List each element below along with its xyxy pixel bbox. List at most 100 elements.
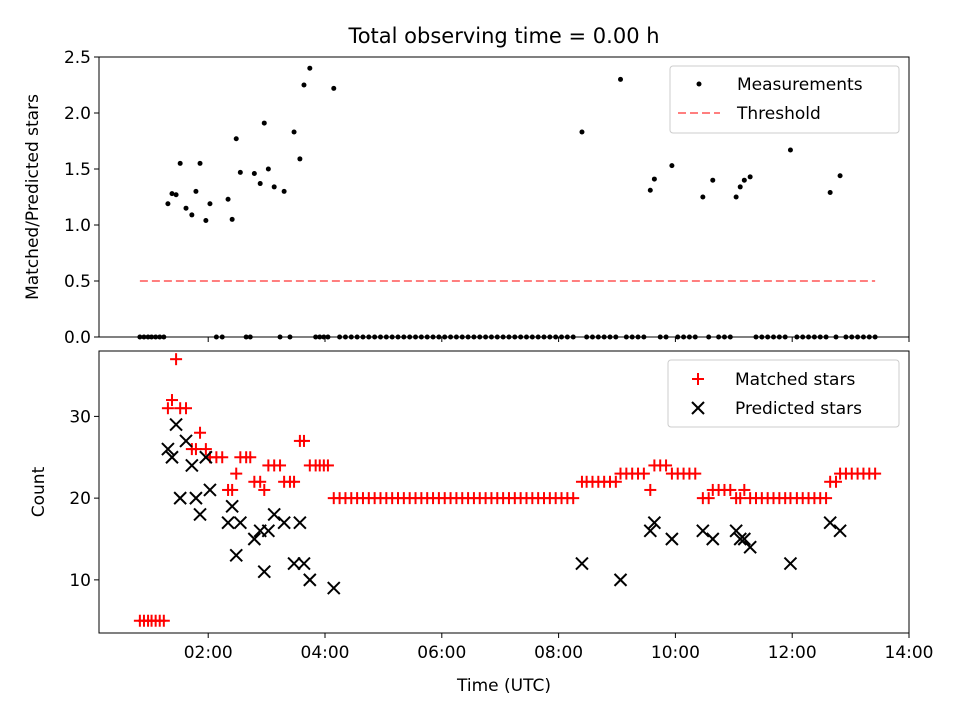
bottom-legend: Matched stars Predicted stars xyxy=(667,359,900,428)
predicted-point-22 xyxy=(297,556,311,571)
legend-predicted-marker xyxy=(691,401,705,415)
predicted-point-36 xyxy=(783,556,798,571)
x-tick-label-3: 08:00 xyxy=(534,643,583,663)
legend-threshold-label: Threshold xyxy=(736,104,821,124)
predicted-point-19 xyxy=(277,515,291,530)
measurement-point-10 xyxy=(177,160,183,166)
measurement-point-20 xyxy=(229,216,235,222)
measurement-point-12 xyxy=(189,212,195,218)
predicted-point-18 xyxy=(267,507,281,522)
matched-point-33 xyxy=(288,475,301,488)
predicted-point-1 xyxy=(165,450,179,464)
predicted-point-8 xyxy=(199,450,213,464)
measurement-point-21 xyxy=(233,136,239,142)
predicted-point-21 xyxy=(293,515,307,530)
predicted-point-10 xyxy=(221,515,235,530)
matched-point-8 xyxy=(165,394,178,407)
bottom-axes-frame xyxy=(98,350,910,634)
measurement-point-26 xyxy=(257,181,263,187)
measurement-point-83 xyxy=(579,129,585,135)
predicted-point-0 xyxy=(161,442,175,456)
matched-point-35 xyxy=(297,434,310,447)
x-tick-label-2: 06:00 xyxy=(417,643,466,663)
measurement-point-95 xyxy=(647,187,653,193)
matched-point-95 xyxy=(644,483,657,496)
predicted-point-11 xyxy=(225,499,239,514)
measurement-point-19 xyxy=(225,196,231,202)
top-y-ticks: 0.0 0.5 1.0 1.5 2.0 2.5 xyxy=(64,48,99,348)
bottom-plot-area xyxy=(133,353,882,627)
measurement-point-36 xyxy=(307,65,313,71)
top-y-tick-label-5: 2.5 xyxy=(64,48,91,68)
matched-point-11 xyxy=(180,402,193,415)
measurement-point-129 xyxy=(837,173,843,179)
matched-point-7 xyxy=(161,402,174,415)
top-panel: 0.0 0.5 1.0 1.5 2.0 2.5 Matched/Predicted sta… xyxy=(23,48,910,348)
top-legend-box xyxy=(669,65,900,134)
x-tick-label-0: 02:00 xyxy=(184,643,233,663)
measurement-point-99 xyxy=(669,163,675,169)
legend-predicted-label: Predicted stars xyxy=(735,399,862,419)
measurement-point-27 xyxy=(261,120,267,126)
predicted-point-6 xyxy=(189,491,203,505)
predicted-point-4 xyxy=(179,434,193,448)
legend-matched-label: Matched stars xyxy=(735,370,855,390)
top-y-tick-label-2: 1.0 xyxy=(64,216,91,236)
x-tick-label-6: 14:00 xyxy=(885,643,934,663)
x-tick-label-4: 10:00 xyxy=(651,643,700,663)
predicted-point-7 xyxy=(193,507,207,522)
measurement-point-15 xyxy=(203,218,209,224)
predicted-point-29 xyxy=(665,532,679,546)
measurement-point-8 xyxy=(169,191,175,197)
top-y-tick-label-0: 0.0 xyxy=(64,328,91,348)
matched-point-128 xyxy=(830,475,843,488)
predicted-point-38 xyxy=(833,524,847,538)
legend-matched-marker xyxy=(692,373,704,385)
predicted-point-35 xyxy=(743,540,757,554)
predicted-point-16 xyxy=(257,564,271,579)
predicted-point-34 xyxy=(737,532,752,546)
matched-point-135 xyxy=(869,467,882,480)
matched-point-6 xyxy=(157,614,170,627)
matched-point-94 xyxy=(637,467,650,480)
matched-point-15 xyxy=(199,443,212,456)
matched-point-27 xyxy=(258,483,271,496)
legend-measurement-marker xyxy=(696,81,702,87)
measurement-point-13 xyxy=(193,188,199,194)
measurement-point-9 xyxy=(173,192,179,198)
matched-point-26 xyxy=(254,475,267,488)
predicted-point-17 xyxy=(261,524,276,538)
matched-point-21 xyxy=(230,467,243,480)
measurement-point-113 xyxy=(747,174,753,180)
matched-point-103 xyxy=(689,467,702,480)
top-y-axis-label: Matched/Predicted stars xyxy=(23,94,43,300)
matched-point-82 xyxy=(567,492,580,505)
matched-point-112 xyxy=(738,483,751,496)
x-axis-label: Time (UTC) xyxy=(456,676,551,696)
predicted-point-31 xyxy=(706,532,720,546)
measurement-point-22 xyxy=(237,169,243,175)
predicted-point-27 xyxy=(643,524,657,538)
measurement-point-127 xyxy=(827,190,833,196)
bottom-panel: 10 20 30 02:00 04:00 06:00 08:00 10:00 12:00 14:… xyxy=(29,350,934,696)
bottom-legend-box xyxy=(667,359,900,428)
measurement-point-96 xyxy=(651,176,657,182)
bottom-y-ticks: 10 20 30 xyxy=(69,407,99,591)
top-y-tick-label-3: 1.5 xyxy=(64,160,91,180)
measurement-point-106 xyxy=(710,177,716,183)
predicted-point-28 xyxy=(647,515,662,530)
top-y-tick-label-4: 2.0 xyxy=(64,104,91,124)
bottom-y-tick-label-0: 10 xyxy=(69,571,91,591)
predicted-point-20 xyxy=(287,556,301,571)
measurement-point-31 xyxy=(281,188,287,194)
measurement-point-90 xyxy=(618,76,624,82)
measurement-point-35 xyxy=(301,82,307,88)
predicted-point-23 xyxy=(303,573,317,587)
measurement-point-41 xyxy=(331,85,337,91)
measurement-point-14 xyxy=(197,160,203,166)
measurement-point-112 xyxy=(741,177,747,183)
matched-point-9 xyxy=(170,353,183,366)
measurement-point-33 xyxy=(291,129,297,135)
matched-point-98 xyxy=(660,459,673,472)
